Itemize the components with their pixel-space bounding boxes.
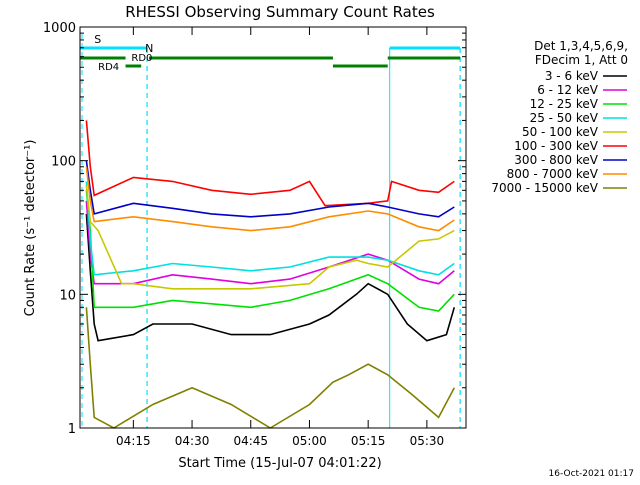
series-line-25-50-kev (85, 181, 455, 276)
legend-label: 100 - 300 keV (514, 139, 598, 153)
series-line-800-7000-kev (85, 166, 455, 232)
series-line-100-300-kev (85, 120, 455, 207)
series-line-12-25-kev (85, 190, 455, 312)
legend-label: 25 - 50 keV (530, 111, 599, 125)
legend-header-line-1: Det 1,3,4,5,6,9, (534, 39, 628, 53)
series-line-6-12-kev (85, 200, 455, 285)
x-tick-label: 04:30 (175, 434, 210, 448)
y-tick-label: 1000 (43, 21, 76, 36)
axes-layer: 04:15 04:30 04:45 05:00 05:15 05:30 1 10 100 1000 (43, 21, 467, 448)
series-layer (85, 120, 456, 429)
footer-date: 16-Oct-2021 01:17 (549, 469, 634, 479)
legend-header-line-2: FDecim 1, Att 0 (535, 53, 628, 67)
y-tick-label: 100 (51, 155, 76, 170)
rd0-flag-label: RD0 (131, 53, 152, 64)
legend-label: 6 - 12 keV (537, 83, 599, 97)
y-tick-label: 1 (68, 422, 76, 437)
plot-frame (79, 26, 467, 429)
saa-flag-label: S (94, 33, 101, 46)
rd4-flag-label: RD4 (98, 62, 119, 73)
legend-label: 7000 - 15000 keV (491, 181, 598, 195)
x-tick-label: 05:30 (410, 434, 445, 448)
series-line-3-6-kev (85, 213, 456, 342)
x-tick-label: 04:45 (233, 434, 268, 448)
flags-layer: S N RD4 RD0 (80, 33, 461, 428)
series-line-50-100-kev (85, 185, 455, 290)
x-tick-label: 04:15 (116, 434, 151, 448)
x-axis-label: Start Time (15-Jul-07 04:01:22) (178, 456, 381, 471)
x-tick-label: 05:00 (292, 434, 327, 448)
chart-title: RHESSI Observing Summary Count Rates (125, 3, 435, 21)
legend-label: 3 - 6 keV (545, 69, 599, 83)
y-tick-label: 10 (59, 288, 76, 303)
night-flag-label: N (145, 42, 153, 55)
series-line-7000-15000-kev (85, 307, 456, 429)
legend-label: 300 - 800 keV (514, 153, 598, 167)
legend-label: 800 - 7000 keV (507, 167, 599, 181)
legend-label: 12 - 25 keV (530, 97, 599, 111)
x-tick-label: 05:15 (351, 434, 386, 448)
y-axis-label: Count Rate (s⁻¹ detector⁻¹) (23, 140, 38, 317)
series-line-300-800-kev (85, 160, 455, 218)
legend-label: 50 - 100 keV (522, 125, 599, 139)
